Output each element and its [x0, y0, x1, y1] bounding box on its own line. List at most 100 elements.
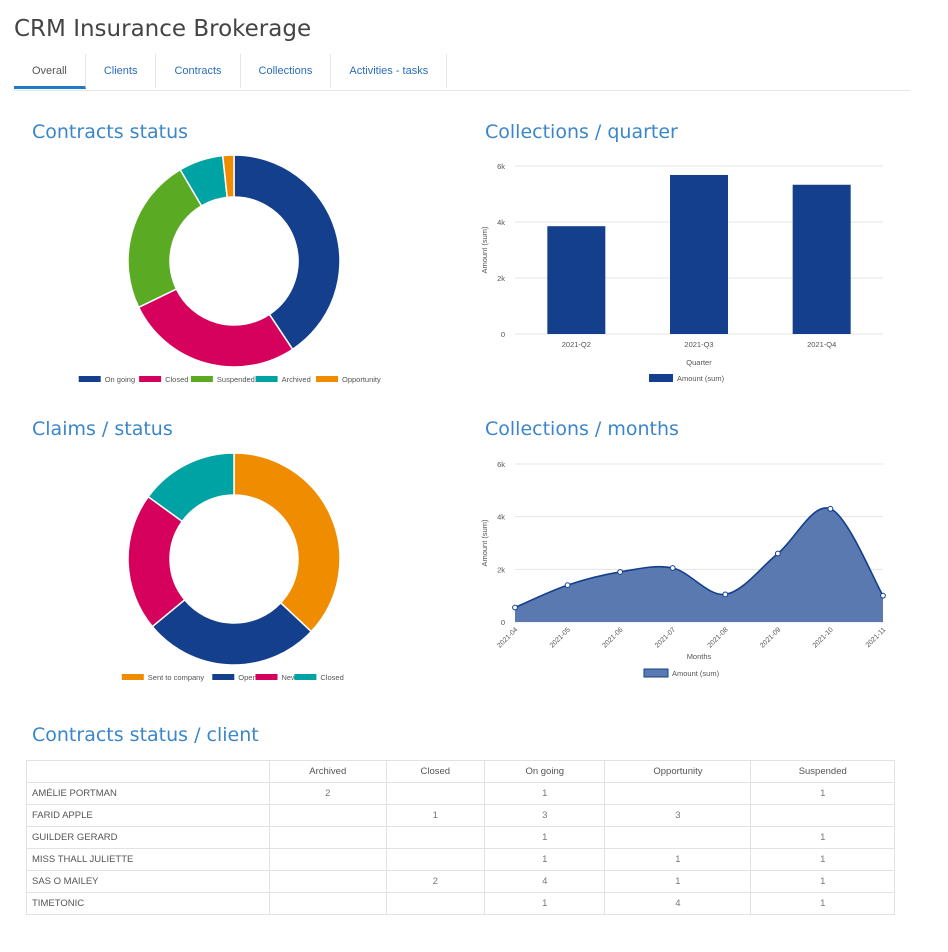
- contracts-status-donut-chart: On going Closed Suspended Archived Opportuni…: [78, 154, 381, 384]
- contracts-status-client-table: Archived Closed On going Opportunity Sus…: [26, 760, 895, 915]
- y-tick-label: 0: [501, 330, 505, 339]
- legend-swatch: [121, 674, 144, 680]
- claims-status-title: Claims / status: [32, 418, 173, 440]
- donut-slice: [127, 168, 203, 309]
- legend-swatch: [212, 674, 235, 680]
- x-tick-label: 2021-Q2: [562, 340, 591, 349]
- table-header-cell: Suspended: [750, 760, 895, 783]
- table-row: GUILDER GERARD 1 1: [26, 826, 895, 849]
- donut-slice: [233, 154, 341, 351]
- count-cell: 3: [604, 804, 752, 827]
- count-cell: 1: [484, 782, 606, 805]
- count-cell: [385, 826, 486, 849]
- data-point: [669, 565, 676, 571]
- y-tick-label: 6k: [497, 162, 505, 171]
- x-tick-label: 2021-Q4: [807, 340, 836, 349]
- tab-overall[interactable]: Overall: [14, 54, 86, 89]
- collections-months-title: Collections / months: [485, 418, 679, 440]
- x-tick-label: 2021-10: [812, 626, 835, 649]
- legend-swatch: [78, 376, 101, 382]
- y-axis-label: Amount (sum): [480, 226, 489, 274]
- data-point: [774, 550, 781, 557]
- count-cell: [385, 892, 486, 915]
- legend-label: Sent to company: [148, 673, 205, 682]
- legend-label: On going: [105, 375, 135, 384]
- client-name-cell: MISS THALL JULIETTE: [26, 848, 270, 871]
- count-cell: 2: [269, 782, 387, 805]
- donut-slice: [233, 452, 341, 633]
- legend-swatch: [294, 674, 317, 680]
- legend-label: Closed: [320, 673, 343, 682]
- count-cell: 4: [604, 892, 752, 915]
- count-cell: 1: [604, 870, 752, 893]
- count-cell: 1: [750, 848, 895, 871]
- y-tick-label: 6k: [497, 460, 505, 469]
- table-header-cell: Opportunity: [604, 760, 752, 783]
- tab-clients[interactable]: Clients: [86, 54, 157, 88]
- y-tick-label: 4k: [497, 218, 505, 227]
- data-point: [880, 592, 886, 599]
- bar: [547, 226, 606, 334]
- tab-bar: Overall Clients Contracts Collections Ac…: [14, 54, 910, 91]
- count-cell: 3: [484, 804, 606, 827]
- table-row: AMÉLIE PORTMAN 2 1 1: [26, 782, 895, 805]
- claims-status-donut-chart: Sent to company Open New Closed: [121, 452, 344, 682]
- collections-quarter-title: Collections / quarter: [485, 121, 678, 143]
- legend-label: Opportunity: [342, 375, 381, 384]
- count-cell: [269, 826, 387, 849]
- donut-slice: [151, 598, 313, 666]
- collections-months-area-chart: 0 2k 4k 6k Amount (sum) 2021-04 2021-05 2021-06…: [480, 460, 887, 678]
- legend-label: Suspended: [217, 375, 255, 384]
- data-point: [512, 604, 518, 611]
- count-cell: [269, 892, 387, 915]
- y-tick-label: 2k: [497, 565, 505, 574]
- count-cell: 1: [750, 782, 895, 805]
- table-row: TIMETONIC 1 4 1: [26, 892, 895, 915]
- y-tick-label: 4k: [497, 513, 505, 522]
- table-header-cell: [26, 760, 270, 783]
- data-point: [617, 569, 624, 575]
- table-header-cell: Closed: [385, 760, 486, 783]
- tab-activities-tasks[interactable]: Activities - tasks: [331, 54, 448, 88]
- legend-label: Amount (sum): [677, 374, 725, 383]
- x-axis-label: Quarter: [686, 358, 712, 367]
- x-tick-label: 2021-09: [759, 626, 782, 649]
- legend-label: Amount (sum): [672, 669, 720, 678]
- x-tick-label: 2021-04: [496, 626, 519, 649]
- count-cell: 1: [385, 804, 486, 827]
- count-cell: 1: [484, 892, 606, 915]
- tab-collections[interactable]: Collections: [241, 54, 332, 88]
- count-cell: 1: [750, 826, 895, 849]
- donut-slice: [137, 287, 294, 368]
- page-title: CRM Insurance Brokerage: [14, 16, 312, 42]
- legend-label: Closed: [165, 375, 188, 384]
- x-tick-label: 2021-07: [654, 626, 677, 649]
- x-tick-label: 2021-05: [549, 626, 572, 649]
- bar: [670, 174, 728, 334]
- count-cell: 1: [484, 826, 606, 849]
- count-cell: 2: [385, 870, 486, 893]
- y-axis-label: Amount (sum): [480, 519, 489, 567]
- table-row: SAS O MAILEY 2 4 1 1: [26, 870, 895, 893]
- legend-label: New: [282, 673, 298, 682]
- bar: [792, 184, 851, 334]
- count-cell: [604, 782, 752, 805]
- donut-slice: [147, 452, 235, 523]
- count-cell: 1: [484, 848, 606, 871]
- legend-swatch: [255, 674, 278, 680]
- legend-swatch: [643, 668, 669, 678]
- y-tick-label: 2k: [497, 274, 505, 283]
- count-cell: 1: [750, 892, 895, 915]
- donut-slice: [221, 154, 235, 199]
- x-tick-label: 2021-Q3: [684, 340, 713, 349]
- count-cell: [385, 848, 486, 871]
- table-row: MISS THALL JULIETTE 1 1 1: [26, 848, 895, 871]
- table-row: FARID APPLE 1 3 3: [26, 804, 895, 827]
- legend-swatch: [649, 374, 673, 382]
- tab-contracts[interactable]: Contracts: [156, 54, 241, 88]
- count-cell: [269, 848, 387, 871]
- x-tick-label: 2021-06: [601, 626, 624, 649]
- x-tick-label: 2021-08: [707, 626, 730, 649]
- legend-label: Archived: [282, 375, 311, 384]
- client-name-cell: TIMETONIC: [26, 892, 270, 915]
